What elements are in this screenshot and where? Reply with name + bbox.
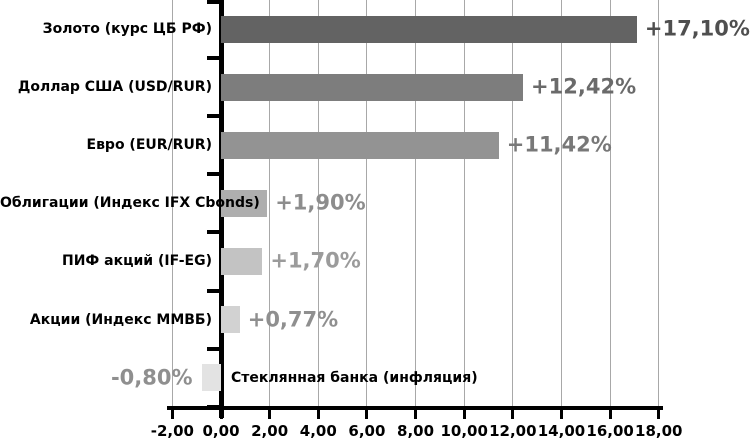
x-axis-tick-label: 6,00 [348,422,386,440]
bar [221,131,499,159]
category-label: Стеклянная банка (инфляция) [231,369,478,386]
bar-value-label: +1,70% [270,248,361,273]
gridline [512,0,514,406]
gridline [609,0,611,406]
x-axis-tick [365,410,369,419]
gridline [269,0,271,406]
x-axis-tick [268,410,272,419]
category-axis-tick [207,56,221,61]
gridline [658,0,660,406]
category-axis-tick [207,0,221,4]
x-axis-tick [657,410,661,419]
x-axis-tick-label: 16,00 [586,422,634,440]
x-axis-tick-label: 8,00 [397,422,435,440]
gridline [171,0,173,406]
x-axis-tick-label: 14,00 [537,422,586,440]
gridline [366,0,368,406]
bar-value-label: +0,77% [247,307,339,332]
category-label: Евро (EUR/RUR) [86,137,213,154]
bar-value-label: +17,10% [644,16,750,41]
bar [221,15,637,43]
x-axis-tick [559,410,563,419]
category-label: Золото (курс ЦБ РФ) [42,21,212,38]
category-label: Акции (Индекс ММВБ) [29,311,212,328]
category-axis-tick [207,172,221,177]
x-axis-tick [608,410,612,419]
x-axis-tick-label: 12,00 [489,422,537,440]
gridline [560,0,562,406]
x-axis-tick-label: -2,00 [150,422,194,440]
x-axis-tick [219,410,223,419]
bar-value-label: +1,90% [275,190,366,215]
x-axis-tick [170,410,174,419]
category-axis-tick [207,114,221,119]
gridline [317,0,319,406]
bar-value-label: +11,42% [506,132,612,157]
x-axis-tick [316,410,320,419]
category-label: Доллар США (USD/RUR) [17,79,212,96]
x-axis-tick-label: 0,00 [202,422,240,440]
x-axis-tick [511,410,515,419]
bar [221,306,240,334]
gridline [415,0,417,406]
x-axis-tick-label: 4,00 [299,422,337,440]
bar [201,364,221,392]
x-axis-tick-label: 2,00 [251,422,289,440]
bar [221,73,524,101]
category-axis-tick [207,288,221,293]
x-axis-tick [462,410,466,419]
x-axis-tick-label: 18,00 [635,422,683,440]
category-label: Облигации (Индекс IFX Cbonds) [0,195,260,212]
category-label: ПИФ акций (IF-EG) [61,253,212,270]
bar [221,189,268,217]
bar-value-label: -0,80% [110,365,193,390]
x-axis-tick-label: 10,00 [440,422,488,440]
bar [221,247,263,275]
gridline [463,0,465,406]
category-axis-tick [207,230,221,235]
bar-value-label: +12,42% [531,74,637,99]
category-axis-tick [207,346,221,351]
x-axis-line [167,406,663,410]
x-axis-tick [414,410,418,419]
